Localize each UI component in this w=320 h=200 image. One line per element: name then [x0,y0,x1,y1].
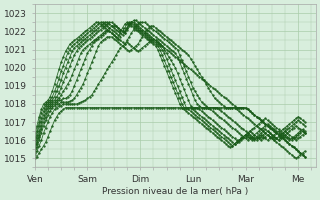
X-axis label: Pression niveau de la mer( hPa ): Pression niveau de la mer( hPa ) [102,187,248,196]
